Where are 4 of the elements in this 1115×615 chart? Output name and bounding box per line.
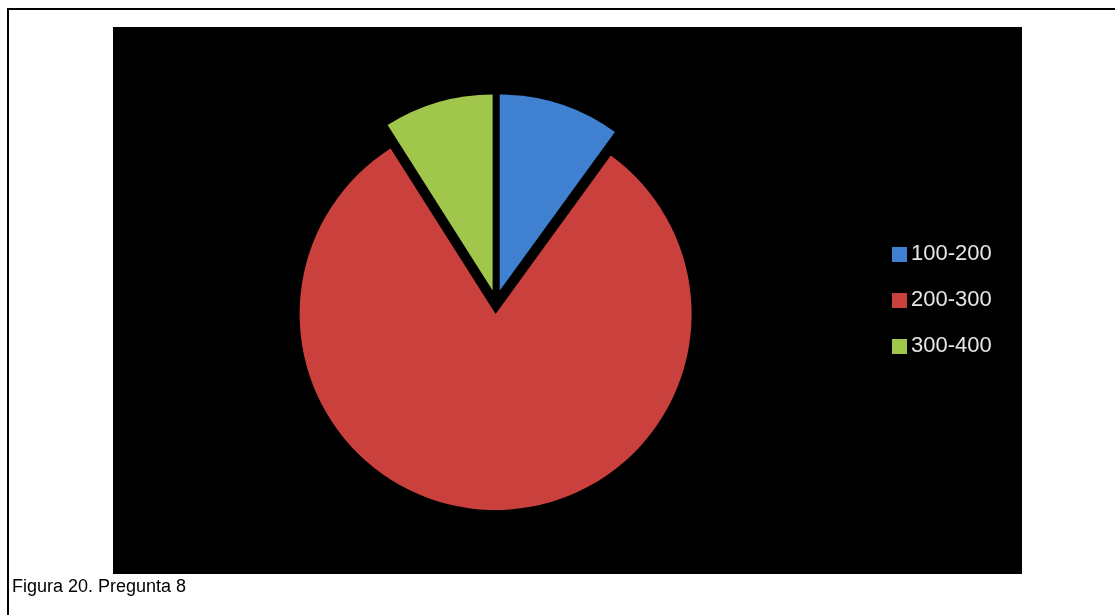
text: Figura 20. Pregunta 8: [12, 576, 187, 596]
legend-label: 300-400: [911, 332, 992, 357]
legend-label: 200-300: [911, 286, 992, 311]
legend-label: 100-200: [911, 240, 992, 265]
